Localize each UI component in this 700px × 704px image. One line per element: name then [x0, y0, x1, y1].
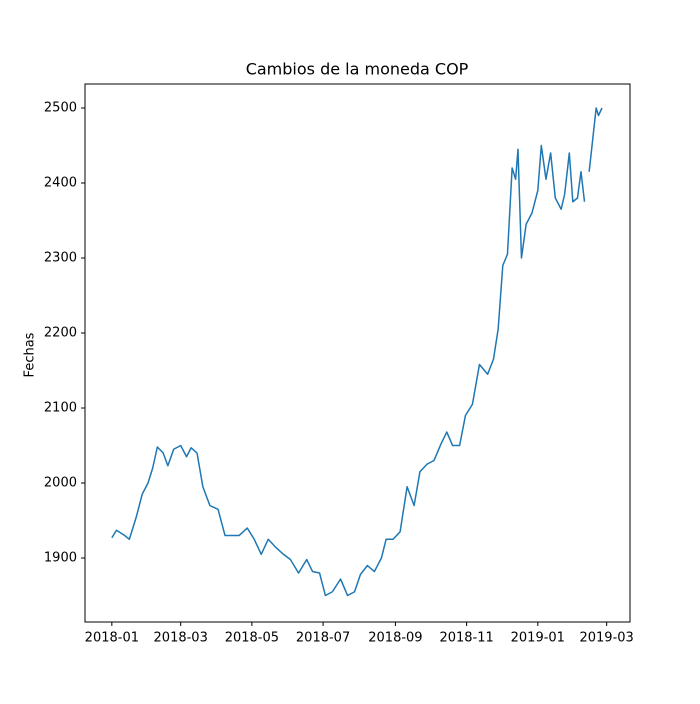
y-tick-label: 2200: [44, 326, 77, 341]
line: [111, 107, 603, 597]
x-tick-label: 2018-05: [225, 631, 279, 646]
y-tick-label: 2300: [44, 251, 77, 266]
x-tick-label: 2018-07: [296, 631, 350, 646]
x-tick-label: 2018-03: [154, 631, 208, 646]
plot-frame: [84, 83, 631, 623]
y-tick-label: 2500: [44, 101, 77, 116]
x-tick-label: 2019-01: [511, 631, 565, 646]
y-tick-label: 1900: [44, 551, 77, 566]
y-tick-label: 2000: [44, 476, 77, 491]
x-tick-label: 2018-11: [439, 631, 493, 646]
y-tick-label: 2100: [44, 401, 77, 416]
y-axis-label: Fechas: [23, 332, 38, 377]
y-tick-label: 2400: [44, 176, 77, 191]
x-tick-label: 2018-01: [85, 631, 139, 646]
x-tick-label: 2018-09: [368, 631, 422, 646]
chart-title: Cambios de la moneda COP: [246, 60, 469, 79]
x-tick-label: 2019-03: [579, 631, 633, 646]
